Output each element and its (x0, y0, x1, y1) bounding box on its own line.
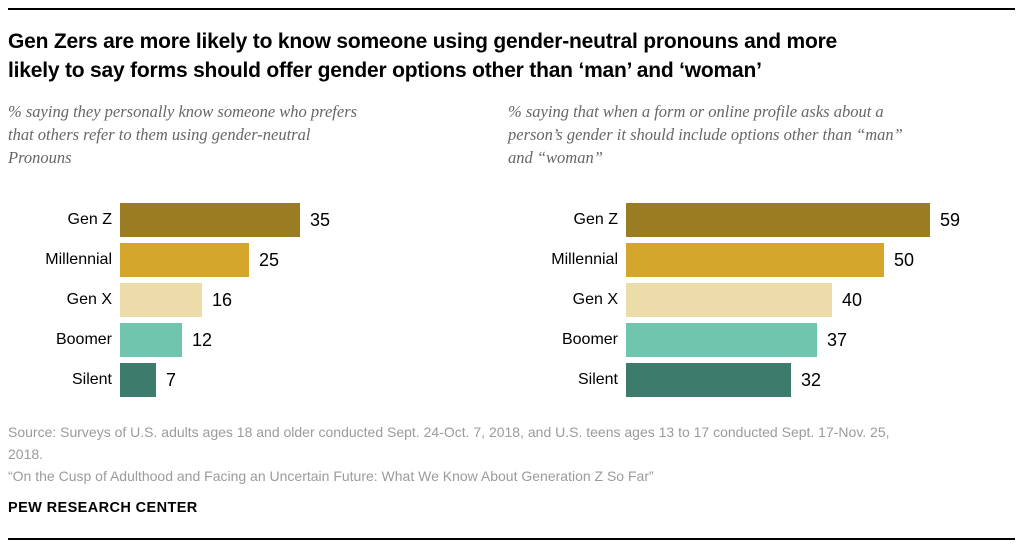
chart-row: Gen X 16 (8, 283, 508, 317)
source-note-line-1: Source: Surveys of U.S. adults ages 18 a… (8, 424, 890, 440)
page-title-line-1: Gen Zers are more likely to know someone… (8, 30, 838, 53)
chart-right-subtitle-line-3: and “woman” (508, 148, 603, 167)
bar (626, 323, 817, 357)
source-note-line-2: 2018. (8, 446, 44, 462)
bar (120, 243, 249, 277)
category-label: Silent (577, 371, 618, 388)
chart-row: Gen Z 59 (508, 203, 1015, 237)
value-label: 40 (842, 289, 863, 310)
value-label: 50 (894, 249, 915, 270)
chart-left-subtitle-line-2: that others refer to them using gender-n… (8, 125, 311, 144)
brand-wordmark: PEW RESEARCH CENTER (8, 500, 198, 516)
chart-row: Silent 7 (8, 363, 508, 397)
bar (120, 283, 202, 317)
chart-column-right: % saying that when a form or online prof… (508, 100, 1015, 397)
chart-row: Millennial 50 (508, 243, 1015, 277)
chart-row: Silent 32 (508, 363, 1015, 397)
bar (626, 203, 930, 237)
chart-left-subtitle: % saying they personally know someone wh… (8, 100, 468, 169)
category-label: Boomer (561, 331, 618, 348)
category-label: Gen X (572, 291, 618, 308)
category-label: Gen Z (67, 211, 112, 228)
bar (626, 243, 884, 277)
chart-row: Boomer 37 (508, 323, 1015, 357)
chart-right-subtitle-line-2: person’s gender it should include option… (508, 125, 903, 144)
chart-row: Boomer 12 (8, 323, 508, 357)
value-label: 7 (166, 369, 177, 390)
chart-left-subtitle-line-1: % saying they personally know someone wh… (8, 102, 358, 121)
bottom-rule (8, 538, 1015, 540)
value-label: 12 (192, 329, 213, 350)
chart-column-left: % saying they personally know someone wh… (8, 100, 508, 397)
value-label: 37 (827, 329, 848, 350)
footer: Source: Surveys of U.S. adults ages 18 a… (8, 421, 1015, 516)
bar-chart-left: Gen Z 35 Millennial 25 Gen X 16 Boomer 12 Silent… (8, 203, 508, 397)
value-label: 16 (212, 289, 233, 310)
category-label: Boomer (55, 331, 112, 348)
chart-row: Gen Z 35 (8, 203, 508, 237)
bar (120, 203, 300, 237)
bar (626, 283, 832, 317)
chart-right-subtitle: % saying that when a form or online prof… (508, 100, 988, 169)
bar (120, 363, 156, 397)
page-title: Gen Zers are more likely to know someone… (8, 27, 1015, 85)
chart-left-subtitle-line-3: Pronouns (8, 148, 72, 167)
chart-row: Millennial 25 (8, 243, 508, 277)
value-label: 59 (940, 209, 961, 230)
category-label: Gen Z (573, 211, 618, 228)
bar (120, 323, 182, 357)
page-title-line-2: likely to say forms should offer gender … (8, 59, 762, 82)
category-label: Millennial (45, 251, 112, 268)
category-label: Millennial (551, 251, 618, 268)
chart-row: Gen X 40 (508, 283, 1015, 317)
chart-right-subtitle-line-1: % saying that when a form or online prof… (508, 102, 884, 121)
bar-chart-right: Gen Z 59 Millennial 50 Gen X 40 Boomer 37 Silent… (508, 203, 1015, 397)
charts-area: % saying they personally know someone wh… (8, 100, 1015, 397)
top-rule (8, 8, 1015, 10)
report-title: “On the Cusp of Adulthood and Facing an … (8, 468, 654, 484)
page-container: Gen Zers are more likely to know someone… (8, 8, 1015, 540)
value-label: 32 (801, 369, 822, 390)
value-label: 25 (259, 249, 280, 270)
value-label: 35 (310, 209, 331, 230)
category-label: Gen X (66, 291, 112, 308)
bar (626, 363, 791, 397)
category-label: Silent (71, 371, 112, 388)
